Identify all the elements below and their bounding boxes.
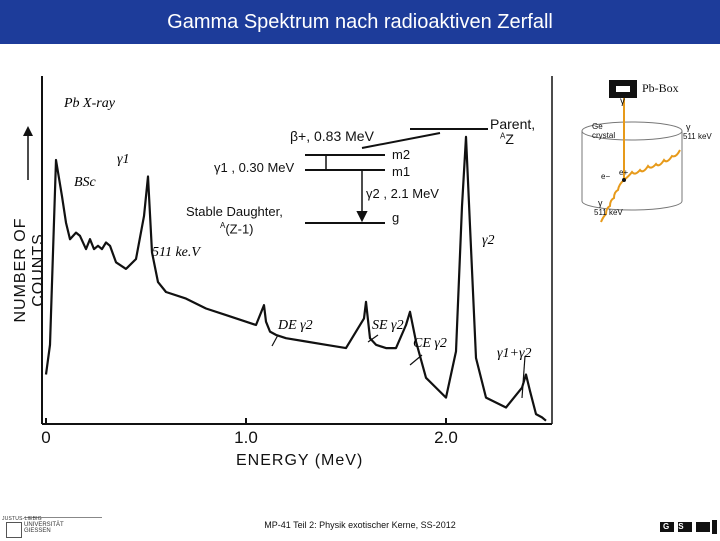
energy-511-top-label: 511 keV	[683, 132, 712, 141]
sum-arrow	[521, 355, 526, 399]
parent-mass: A	[500, 131, 506, 141]
university-line3: GIESSEN	[24, 528, 51, 534]
annihilation-511-label: 511 ke.V	[152, 245, 200, 260]
slide-footer: MP-41 Teil 2: Physik exotischer Kerne, S…	[264, 520, 456, 530]
university-logo: JUSTUS-LIEBIG UNIVERSITÄT GIESSEN	[2, 516, 102, 538]
gsi-logo-text: GSI	[663, 522, 704, 531]
y-axis-label: NUMBER OF COUNTS	[12, 217, 47, 323]
gamma-top-symbol: γ	[686, 122, 691, 132]
x-axis-label: ENERGY (MeV)	[236, 452, 364, 469]
gamma2-level-label: γ2 , 2.1 MeV	[366, 186, 439, 201]
x-tick-label: 1.0	[234, 428, 258, 447]
gamma-bottom-symbol: γ	[598, 198, 603, 208]
university-line1: JUSTUS-LIEBIG	[2, 516, 42, 522]
m2-label: m2	[392, 147, 411, 162]
university-logo-icon	[6, 522, 22, 538]
double-escape-label: DE γ2	[278, 318, 313, 333]
m1-label: m1	[392, 164, 411, 179]
single-escape-label: SE γ2	[372, 318, 404, 333]
gamma-spectrum-chart	[23, 76, 553, 425]
beta-label: β+, 0.83 MeV	[290, 128, 374, 144]
pb-box-label: Pb-Box	[642, 81, 679, 95]
decay-scheme	[305, 128, 488, 224]
gamma-wave-bottom	[600, 179, 625, 223]
se-arrow	[367, 334, 379, 343]
gamma2-peak-label: γ2	[482, 233, 495, 248]
compton-edge-label: CE γ2	[413, 336, 447, 351]
daughter-z: (Z-1)	[225, 221, 254, 237]
positron-label: e+	[619, 168, 629, 177]
sum-peak-label: γ1+γ2	[497, 346, 532, 361]
gamma2-arrow-head	[356, 211, 368, 223]
annotation-arrows	[271, 334, 526, 399]
backscatter-label: BSc	[74, 175, 96, 190]
parent-label: Parent,	[490, 116, 536, 132]
ge-detector-inset	[581, 80, 683, 223]
gsi-logo: GSI	[660, 518, 718, 536]
ge-crystal-label: Ge crystal	[592, 122, 616, 140]
parent-nucleus: AZ	[500, 131, 514, 147]
gamma1-level-label: γ1 , 0.30 MeV	[214, 160, 295, 175]
g-label: g	[392, 210, 400, 225]
y-axis-arrow-head	[23, 126, 33, 136]
gamma-wave-top	[623, 149, 681, 181]
de-arrow	[271, 334, 279, 347]
daughter-mass: A	[220, 221, 226, 230]
daughter-label: Stable Daughter,	[186, 204, 283, 219]
energy-511-bottom-label: 511 keV	[594, 208, 623, 217]
x-tick-label: 0	[41, 428, 51, 447]
incoming-gamma-symbol: γ	[620, 96, 625, 107]
x-tick-label: 2.0	[434, 428, 458, 447]
parent-z: Z	[505, 131, 514, 147]
spectrum-series-line	[44, 135, 547, 422]
slide-header: Gamma Spektrum nach radioaktiven Zerfall	[0, 0, 720, 44]
pb-xray-label: Pb X-ray	[64, 96, 115, 111]
gamma1-peak-label: γ1	[117, 152, 130, 167]
university-line2: UNIVERSITÄT	[24, 522, 64, 528]
x-tick-marks	[45, 418, 447, 424]
slide-title: Gamma Spektrum nach radioaktiven Zerfall	[167, 11, 553, 33]
beta-arrow	[361, 132, 441, 149]
electron-label: e−	[601, 172, 611, 181]
daughter-nucleus: A(Z-1)	[220, 221, 254, 236]
ce-arrow	[409, 354, 423, 366]
